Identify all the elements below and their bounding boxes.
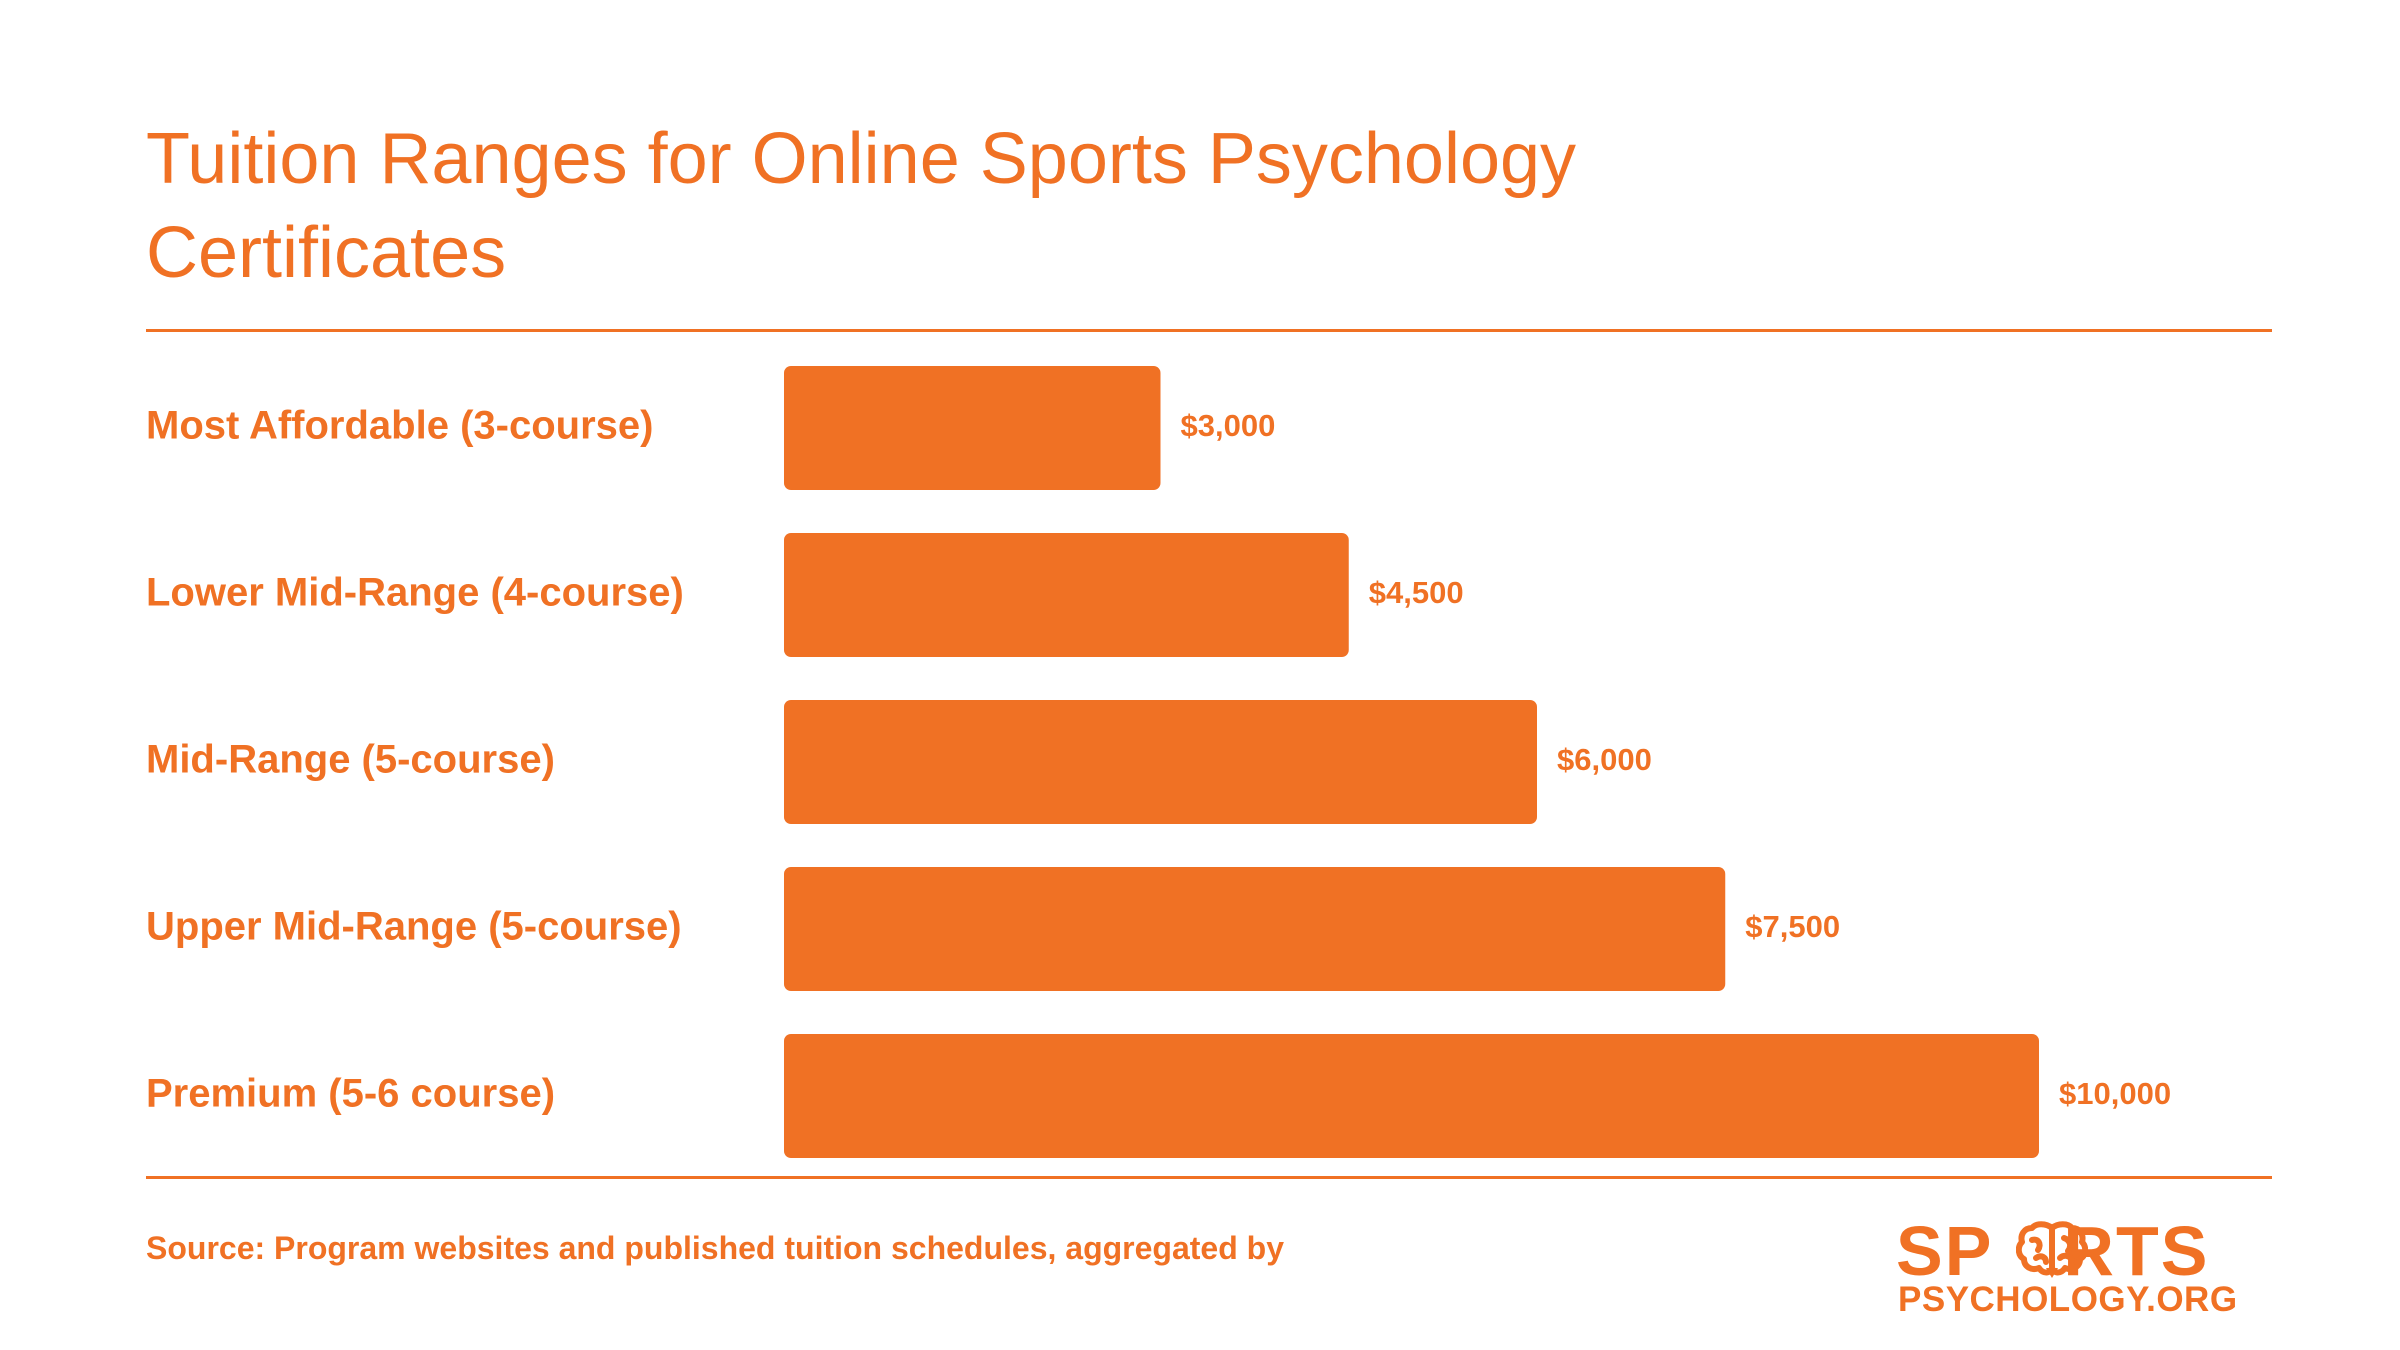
logo-text-left: SP [1896,1212,1994,1290]
sportspsychology-logo: SP RTS PSYCHOLOGY.ORG [1896,1216,2260,1319]
category-label: Upper Mid-Range (5-course) [146,905,682,949]
source-note: Source: Program websites and published t… [146,1230,1284,1266]
bar [784,867,1726,991]
value-label: $6,000 [1557,742,1652,777]
bar [784,366,1161,490]
bar [784,533,1349,657]
logo-domain: PSYCHOLOGY.ORG [1898,1280,2238,1319]
brain-icon [2016,1221,2088,1278]
category-label: Lower Mid-Range (4-course) [146,571,684,615]
value-label: $10,000 [2059,1076,2171,1111]
bar [784,1034,2039,1158]
category-label: Most Affordable (3-course) [146,404,653,448]
value-label: $3,000 [1181,408,1276,443]
bar [784,700,1537,824]
category-label: Mid-Range (5-course) [146,738,555,782]
top-divider [146,329,2272,332]
bottom-divider [146,1176,2272,1179]
chart-title: Tuition Ranges for Online Sports Psychol… [146,119,1577,293]
value-label: $7,500 [1745,909,1840,944]
category-label: Premium (5-6 course) [146,1072,555,1116]
value-label: $4,500 [1369,575,1464,610]
